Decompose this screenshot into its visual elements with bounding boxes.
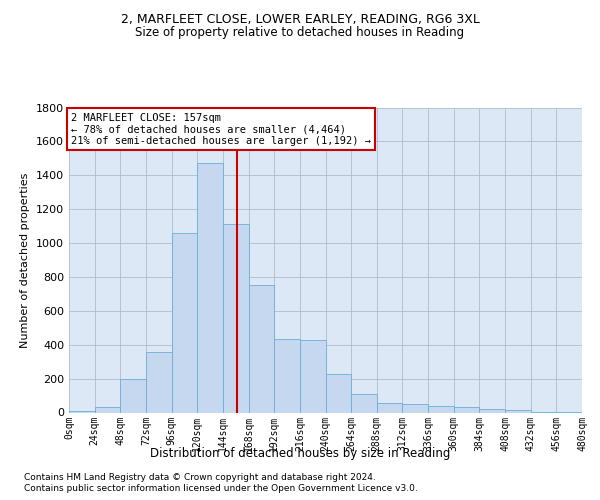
Text: Size of property relative to detached houses in Reading: Size of property relative to detached ho… bbox=[136, 26, 464, 39]
Bar bbox=[197, 164, 223, 412]
Bar bbox=[300, 340, 325, 412]
Bar bbox=[223, 224, 248, 412]
Bar bbox=[274, 339, 300, 412]
Text: 2, MARFLEET CLOSE, LOWER EARLEY, READING, RG6 3XL: 2, MARFLEET CLOSE, LOWER EARLEY, READING… bbox=[121, 12, 479, 26]
Bar bbox=[377, 403, 403, 412]
Bar bbox=[325, 374, 351, 412]
Bar bbox=[351, 394, 377, 412]
Bar bbox=[69, 411, 95, 412]
Bar bbox=[479, 409, 505, 412]
Text: Distribution of detached houses by size in Reading: Distribution of detached houses by size … bbox=[150, 448, 450, 460]
Bar bbox=[146, 352, 172, 412]
Bar bbox=[172, 233, 197, 412]
Bar bbox=[454, 408, 479, 412]
Bar bbox=[428, 406, 454, 412]
Y-axis label: Number of detached properties: Number of detached properties bbox=[20, 172, 31, 348]
Bar bbox=[121, 378, 146, 412]
Text: Contains HM Land Registry data © Crown copyright and database right 2024.: Contains HM Land Registry data © Crown c… bbox=[24, 472, 376, 482]
Bar bbox=[248, 286, 274, 412]
Bar bbox=[403, 404, 428, 412]
Bar bbox=[505, 410, 531, 412]
Bar bbox=[95, 406, 121, 412]
Text: 2 MARFLEET CLOSE: 157sqm
← 78% of detached houses are smaller (4,464)
21% of sem: 2 MARFLEET CLOSE: 157sqm ← 78% of detach… bbox=[71, 112, 371, 146]
Text: Contains public sector information licensed under the Open Government Licence v3: Contains public sector information licen… bbox=[24, 484, 418, 493]
